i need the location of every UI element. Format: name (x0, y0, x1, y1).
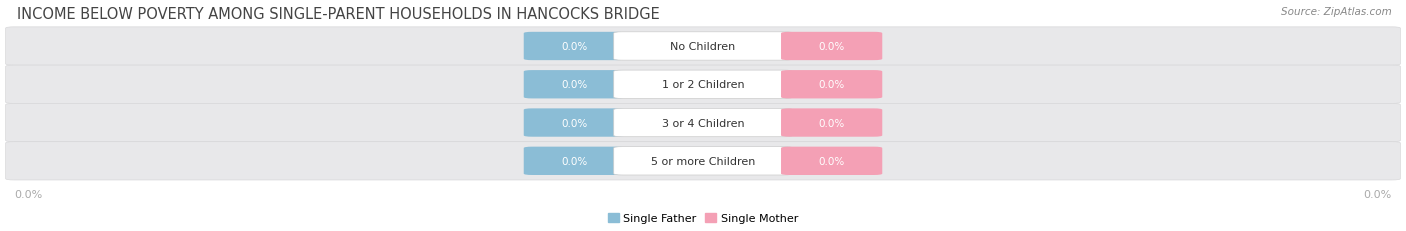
FancyBboxPatch shape (524, 147, 624, 175)
Text: INCOME BELOW POVERTY AMONG SINGLE-PARENT HOUSEHOLDS IN HANCOCKS BRIDGE: INCOME BELOW POVERTY AMONG SINGLE-PARENT… (17, 7, 659, 22)
FancyBboxPatch shape (614, 109, 793, 137)
FancyBboxPatch shape (614, 71, 793, 99)
Text: Source: ZipAtlas.com: Source: ZipAtlas.com (1281, 7, 1392, 17)
Text: 0.0%: 0.0% (561, 118, 588, 128)
FancyBboxPatch shape (614, 147, 793, 175)
Text: No Children: No Children (671, 42, 735, 52)
Text: 0.0%: 0.0% (818, 80, 845, 90)
FancyBboxPatch shape (6, 66, 1400, 104)
Text: 0.0%: 0.0% (1364, 189, 1392, 199)
Text: 0.0%: 0.0% (561, 42, 588, 52)
FancyBboxPatch shape (782, 71, 883, 99)
FancyBboxPatch shape (782, 147, 883, 175)
Text: 5 or more Children: 5 or more Children (651, 156, 755, 166)
Text: 0.0%: 0.0% (561, 80, 588, 90)
FancyBboxPatch shape (6, 28, 1400, 66)
FancyBboxPatch shape (524, 109, 624, 137)
Text: 0.0%: 0.0% (818, 118, 845, 128)
Text: 1 or 2 Children: 1 or 2 Children (662, 80, 744, 90)
FancyBboxPatch shape (6, 104, 1400, 142)
FancyBboxPatch shape (782, 109, 883, 137)
FancyBboxPatch shape (782, 33, 883, 61)
Text: 0.0%: 0.0% (818, 42, 845, 52)
Text: 0.0%: 0.0% (561, 156, 588, 166)
Text: 0.0%: 0.0% (14, 189, 42, 199)
FancyBboxPatch shape (524, 71, 624, 99)
Text: 0.0%: 0.0% (818, 156, 845, 166)
FancyBboxPatch shape (614, 33, 793, 61)
Legend: Single Father, Single Mother: Single Father, Single Mother (607, 213, 799, 223)
FancyBboxPatch shape (6, 142, 1400, 180)
FancyBboxPatch shape (524, 33, 624, 61)
Text: 3 or 4 Children: 3 or 4 Children (662, 118, 744, 128)
